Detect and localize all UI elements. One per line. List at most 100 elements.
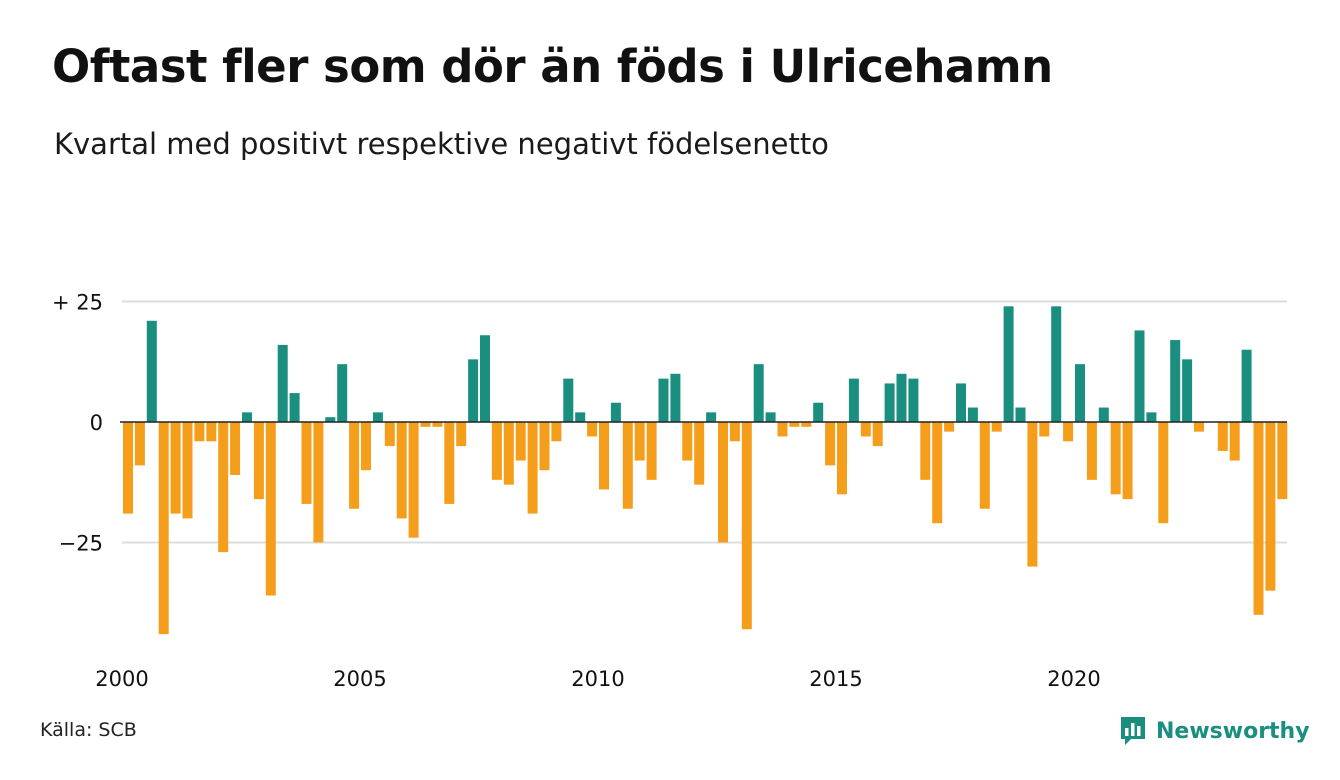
newsworthy-logo[interactable]: Newsworthy [1119, 714, 1310, 748]
bar-2009-k1[interactable] [551, 422, 562, 442]
bar-2019-k2[interactable] [1039, 422, 1050, 437]
bar-2005-k1[interactable] [361, 422, 371, 471]
bar-2024-k1[interactable] [1265, 422, 1276, 591]
bar-2020-k4[interactable] [1110, 422, 1121, 495]
bar-2015-k2[interactable] [848, 378, 859, 422]
bar-2001-k3[interactable] [194, 422, 205, 442]
bar-2012-k1[interactable] [694, 422, 705, 485]
bar-2010-k1[interactable] [599, 422, 609, 490]
source-note: Källa: SCB [40, 719, 137, 741]
bar-2005-k3[interactable] [384, 422, 395, 447]
bar-2018-k4[interactable] [1015, 407, 1026, 422]
bar-2001-k2[interactable] [182, 422, 193, 519]
bar-2018-k2[interactable] [991, 422, 1002, 432]
bar-2021-k1[interactable] [1122, 422, 1133, 500]
bar-2003-k3[interactable] [289, 393, 300, 422]
bar-2009-k3[interactable] [575, 412, 586, 422]
bar-2016-k1[interactable] [884, 383, 895, 422]
bar-2006-k3[interactable] [432, 422, 443, 427]
bar-2023-k1[interactable] [1217, 422, 1228, 451]
bar-2016-k2[interactable] [896, 373, 907, 422]
bar-2012-k2[interactable] [706, 412, 717, 422]
bar-2006-k4[interactable] [444, 422, 455, 504]
bar-2017-k4[interactable] [967, 407, 978, 422]
bar-2000-k2[interactable] [134, 422, 145, 466]
bar-2002-k3[interactable] [242, 412, 252, 422]
bar-2008-k1[interactable] [503, 422, 514, 485]
bar-2006-k2[interactable] [420, 422, 431, 427]
bar-2001-k1[interactable] [170, 422, 181, 514]
bar-2003-k4[interactable] [301, 422, 312, 504]
bar-2016-k4[interactable] [920, 422, 931, 480]
bar-2014-k4[interactable] [825, 422, 836, 466]
bar-2004-k3[interactable] [337, 364, 348, 422]
bar-2023-k3[interactable] [1241, 349, 1252, 422]
bar-2009-k4[interactable] [587, 422, 598, 437]
bar-2003-k2[interactable] [277, 344, 288, 422]
bar-2004-k4[interactable] [349, 422, 360, 509]
bar-2019-k3[interactable] [1051, 306, 1062, 422]
bar-2011-k4[interactable] [682, 422, 693, 461]
bar-2012-k3[interactable] [718, 422, 728, 543]
bar-2023-k4[interactable] [1253, 422, 1264, 615]
bar-2014-k1[interactable] [789, 422, 800, 427]
bar-2013-k2[interactable] [753, 364, 764, 422]
bar-2021-k3[interactable] [1146, 412, 1157, 422]
bar-2011-k3[interactable] [670, 373, 681, 422]
bar-2004-k1[interactable] [313, 422, 324, 543]
bar-2022-k1[interactable] [1170, 340, 1181, 422]
bar-2020-k1[interactable] [1075, 364, 1085, 422]
bar-2020-k2[interactable] [1086, 422, 1097, 480]
bar-2005-k4[interactable] [396, 422, 407, 519]
bar-2018-k1[interactable] [979, 422, 990, 509]
bar-2012-k4[interactable] [729, 422, 740, 442]
bar-2004-k2[interactable] [325, 417, 336, 422]
bar-2008-k2[interactable] [515, 422, 526, 461]
bar-2024-k2[interactable] [1277, 422, 1288, 500]
bar-2011-k2[interactable] [658, 378, 669, 422]
bar-2007-k2[interactable] [468, 359, 479, 422]
bar-2007-k3[interactable] [480, 335, 490, 422]
bar-2015-k3[interactable] [860, 422, 871, 437]
bar-2009-k2[interactable] [563, 378, 574, 422]
bar-2011-k1[interactable] [646, 422, 657, 480]
bar-2003-k1[interactable] [265, 422, 276, 596]
bar-2002-k2[interactable] [230, 422, 241, 476]
bar-2021-k2[interactable] [1134, 330, 1145, 422]
bar-2022-k2[interactable] [1182, 359, 1193, 422]
bar-2006-k1[interactable] [408, 422, 419, 538]
bar-2010-k4[interactable] [634, 422, 645, 461]
bar-2014-k2[interactable] [801, 422, 812, 427]
bar-2007-k4[interactable] [491, 422, 502, 480]
bar-2017-k1[interactable] [932, 422, 943, 524]
bar-2001-k4[interactable] [206, 422, 217, 442]
bar-2010-k2[interactable] [610, 402, 621, 422]
bar-2002-k1[interactable] [218, 422, 229, 553]
bar-2023-k2[interactable] [1229, 422, 1240, 461]
bar-2007-k1[interactable] [456, 422, 467, 447]
bar-2016-k3[interactable] [908, 378, 919, 422]
bar-2000-k3[interactable] [146, 320, 157, 422]
bar-2020-k3[interactable] [1098, 407, 1109, 422]
x-tick-label: 2010 [571, 667, 624, 691]
bar-2005-k2[interactable] [372, 412, 383, 422]
bar-2008-k4[interactable] [539, 422, 550, 471]
bar-2017-k2[interactable] [944, 422, 955, 432]
bar-2018-k3[interactable] [1003, 306, 1014, 422]
bar-2002-k4[interactable] [253, 422, 264, 500]
bar-2000-k4[interactable] [158, 422, 169, 635]
bar-2010-k3[interactable] [622, 422, 633, 509]
bar-2013-k3[interactable] [765, 412, 776, 422]
bar-2014-k3[interactable] [813, 402, 824, 422]
bar-2017-k3[interactable] [956, 383, 966, 422]
bar-2013-k1[interactable] [741, 422, 752, 630]
bar-2021-k4[interactable] [1158, 422, 1169, 524]
bar-2000-k1[interactable] [123, 422, 133, 514]
bar-2019-k1[interactable] [1027, 422, 1038, 567]
bar-2008-k3[interactable] [527, 422, 538, 514]
bar-2019-k4[interactable] [1063, 422, 1074, 442]
bar-2015-k1[interactable] [837, 422, 847, 495]
bar-2015-k4[interactable] [872, 422, 883, 447]
bar-2013-k4[interactable] [777, 422, 788, 437]
bar-2022-k3[interactable] [1194, 422, 1204, 432]
